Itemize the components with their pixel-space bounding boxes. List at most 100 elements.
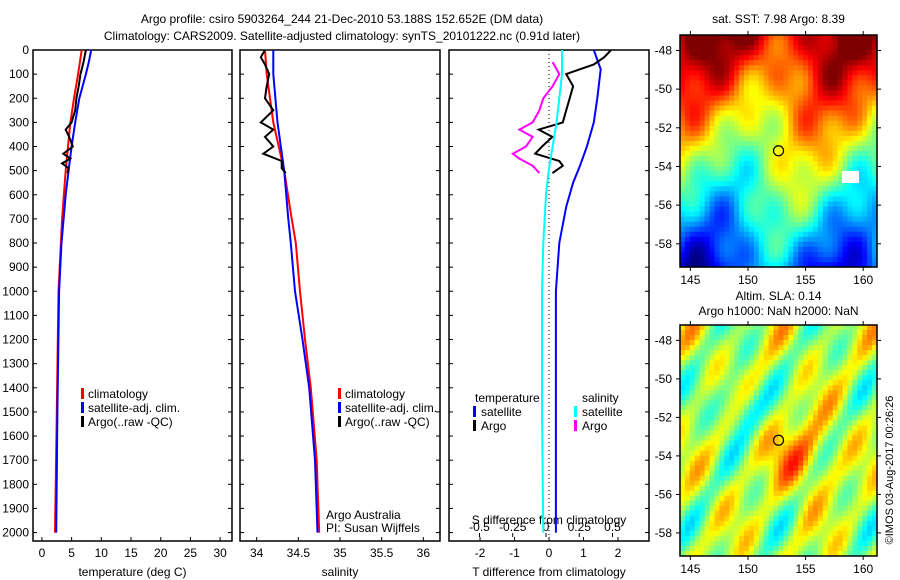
- map-cell: [684, 191, 691, 197]
- map-cell: [768, 60, 775, 66]
- map-cell: [808, 460, 814, 467]
- map-cell: [867, 85, 873, 92]
- map-cell: [842, 535, 849, 542]
- map-cell: [680, 161, 686, 167]
- map-cell: [803, 520, 809, 527]
- map-cell: [714, 435, 720, 442]
- map-cell: [822, 45, 829, 51]
- map-cell: [768, 221, 775, 228]
- map-cell: [827, 221, 834, 228]
- map-cell: [729, 246, 735, 253]
- map-cell: [867, 161, 873, 167]
- map-cell: [842, 480, 849, 487]
- map-cell: [817, 156, 824, 162]
- map-cell: [783, 45, 789, 51]
- map-cell: [734, 400, 740, 406]
- map-cell: [798, 505, 804, 512]
- map-cell: [788, 390, 794, 396]
- map-cell: [753, 540, 760, 547]
- map-cell: [748, 520, 755, 527]
- map-cell: [768, 120, 775, 127]
- map-cell: [803, 70, 809, 76]
- map-cell: [684, 515, 691, 522]
- map-cell: [827, 405, 834, 411]
- map-cell: [827, 135, 834, 142]
- map-cell: [867, 505, 873, 512]
- map-cell: [699, 85, 706, 92]
- map-cell: [773, 151, 780, 157]
- map-cell: [714, 50, 720, 56]
- map-cell: [744, 330, 750, 336]
- map-cell: [768, 100, 775, 107]
- map-cell: [694, 485, 701, 492]
- map-cell: [748, 475, 755, 482]
- map-cell: [753, 166, 760, 172]
- map-cell: [783, 261, 789, 268]
- map-cell: [704, 181, 711, 187]
- map-cell: [827, 140, 834, 147]
- map-cell: [812, 191, 819, 197]
- map-cell: [744, 500, 750, 507]
- map-cell: [724, 95, 730, 102]
- map-cell: [744, 485, 750, 492]
- map-cell: [709, 325, 716, 331]
- map-cell: [699, 125, 706, 132]
- map-cell: [768, 510, 775, 517]
- map-cell: [857, 505, 863, 512]
- map-cell: [852, 535, 858, 542]
- map-cell: [847, 470, 853, 477]
- map-cell: [803, 395, 809, 401]
- map-cell: [847, 206, 853, 213]
- map-cell: [783, 485, 789, 492]
- map-cell: [793, 95, 799, 102]
- map-cell: [872, 450, 878, 457]
- map-cell: [773, 355, 780, 361]
- map-cell: [788, 216, 794, 223]
- map-cell: [862, 161, 868, 167]
- map-cell: [822, 120, 829, 127]
- map-cell: [827, 485, 834, 492]
- map-cell: [832, 125, 839, 132]
- map-cell: [867, 256, 873, 263]
- map-cell: [689, 340, 696, 346]
- map-cell: [783, 115, 789, 122]
- map-cell: [867, 221, 873, 228]
- map-cell: [842, 505, 849, 512]
- map-cell: [822, 380, 829, 386]
- map-cell: [744, 370, 750, 376]
- map-cell: [798, 385, 804, 391]
- map-cell: [803, 231, 809, 238]
- map-cell: [862, 405, 868, 411]
- map-cell: [862, 110, 868, 117]
- map-cell: [817, 75, 824, 81]
- map-cell: [719, 80, 725, 87]
- map-cell: [822, 181, 829, 187]
- map-cell: [827, 130, 834, 137]
- map-cell: [739, 500, 745, 507]
- map-cell: [847, 405, 853, 411]
- map-cell: [827, 415, 834, 422]
- map-cell: [783, 435, 789, 442]
- map-cell: [694, 490, 701, 497]
- map-cell: [832, 256, 839, 263]
- map-cell: [763, 201, 770, 208]
- map-cell: [872, 161, 878, 167]
- s-tick-label: 0.25: [568, 520, 592, 534]
- map-cell: [763, 171, 770, 177]
- map-cell: [847, 325, 853, 331]
- map-cell: [684, 261, 691, 268]
- map-cell: [822, 166, 829, 172]
- map-cell: [862, 100, 868, 107]
- map-cell: [739, 485, 745, 492]
- map-cell: [768, 385, 775, 391]
- map-cell: [719, 475, 725, 482]
- map-cell: [719, 540, 725, 547]
- legend-swatch: [574, 420, 577, 431]
- map-cell: [729, 70, 735, 76]
- map-cell: [684, 161, 691, 167]
- map-cell: [783, 50, 789, 56]
- map-cell: [763, 505, 770, 512]
- map-cell: [798, 151, 804, 157]
- map-cell: [744, 490, 750, 497]
- map-cell: [768, 520, 775, 527]
